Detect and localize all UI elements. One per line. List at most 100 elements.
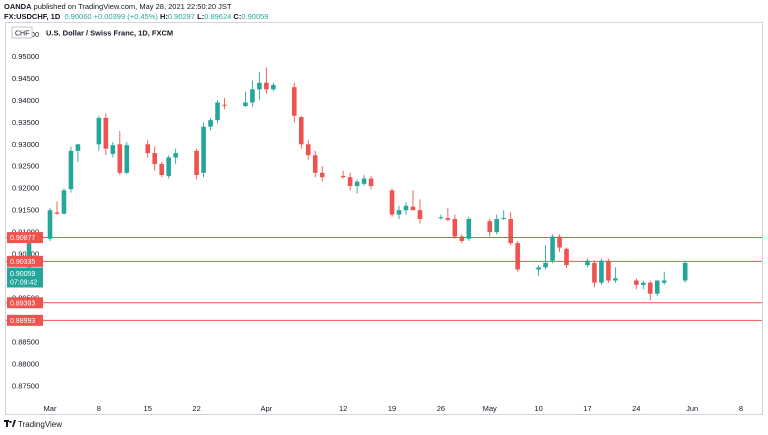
- candle: [536, 265, 541, 277]
- candle-body: [194, 150, 199, 176]
- candle-body: [124, 145, 130, 173]
- y-tick-label: 0.93500: [12, 118, 39, 127]
- y-tick-label: 0.94500: [12, 74, 39, 83]
- candle: [647, 280, 653, 301]
- candle: [312, 150, 318, 178]
- last-price-tag: [7, 267, 43, 288]
- candle: [654, 280, 660, 296]
- candle-body: [501, 218, 506, 220]
- candle-body: [361, 178, 367, 184]
- price-level-tag: [7, 255, 43, 267]
- candle: [396, 205, 402, 219]
- publisher-name[interactable]: OANDA: [4, 2, 32, 11]
- candle-body: [103, 117, 109, 149]
- candle: [682, 260, 688, 283]
- candle: [445, 207, 451, 222]
- candle-body: [312, 155, 318, 173]
- candle: [208, 117, 213, 131]
- candle: [354, 179, 360, 194]
- candle: [61, 188, 67, 215]
- candle-body: [606, 260, 611, 281]
- x-tick-label: 17: [583, 404, 591, 413]
- candle: [173, 148, 178, 165]
- high-value: 0.90297: [167, 12, 196, 21]
- y-tick-label: 0.94000: [12, 96, 39, 105]
- candle-body: [68, 150, 74, 190]
- candle: [641, 280, 646, 290]
- candle: [222, 98, 227, 110]
- x-tick-label: 8: [739, 404, 743, 413]
- candle-body: [445, 218, 451, 220]
- y-tick-label: 0.87500: [12, 381, 39, 390]
- candle: [361, 175, 367, 187]
- candle-body: [494, 218, 500, 233]
- candle: [243, 91, 248, 107]
- last-close-value: 0.90059: [241, 12, 269, 21]
- candle-body: [557, 236, 562, 248]
- candle-body: [641, 282, 646, 285]
- candle: [215, 100, 220, 124]
- candle-body: [166, 157, 171, 176]
- y-tick-label: 0.88000: [12, 359, 39, 368]
- candle-body: [410, 206, 416, 211]
- candle: [110, 142, 116, 158]
- candle: [75, 144, 81, 162]
- footer: TradingView: [4, 418, 304, 432]
- y-tick-label: 0.91500: [12, 206, 39, 215]
- candle-body: [201, 126, 206, 173]
- high-label: H:: [159, 12, 168, 21]
- candle: [68, 146, 74, 193]
- tradingview-brand[interactable]: TradingView: [18, 420, 63, 429]
- publish-info: published on TradingView.com, May 28, 20…: [31, 2, 232, 11]
- candle: [599, 258, 604, 285]
- tradingview-logo-icon[interactable]: [4, 419, 16, 429]
- change-value: +0.00399 (+0.45%): [93, 12, 158, 21]
- candle-body: [96, 117, 102, 145]
- candle-body: [292, 87, 297, 116]
- candle: [606, 258, 611, 283]
- candle: [550, 234, 555, 263]
- candle: [508, 212, 513, 246]
- candle: [410, 190, 416, 211]
- candle: [585, 258, 590, 268]
- ohlc-line: FX:USDCHF, 1D 0.90060 +0.00399 (+0.45%) …: [4, 12, 268, 21]
- candle: [117, 131, 123, 176]
- candle: [452, 214, 458, 239]
- candle: [305, 139, 311, 160]
- candle-body: [647, 282, 653, 294]
- candle: [159, 161, 164, 178]
- candlestick-chart[interactable]: 0.955000.950000.945000.940000.935000.930…: [6, 23, 762, 414]
- close-value: 0.90060: [64, 12, 92, 21]
- candle-body: [347, 177, 353, 187]
- candle: [459, 234, 465, 244]
- price-level-tag: [7, 314, 43, 326]
- countdown-timer: 07:09:42: [10, 279, 37, 286]
- candle: [340, 170, 346, 179]
- candle-body: [564, 248, 569, 266]
- x-tick-label: 26: [437, 404, 445, 413]
- candle-body: [145, 144, 151, 154]
- candle: [403, 202, 409, 215]
- x-tick-label: Mar: [44, 404, 57, 413]
- x-tick-label: 19: [388, 404, 396, 413]
- chart-frame[interactable]: 0.955000.950000.945000.940000.935000.930…: [5, 22, 763, 415]
- candle-body: [319, 172, 325, 178]
- candle: [292, 82, 297, 123]
- price-level-tag: [7, 232, 43, 244]
- candle: [557, 234, 562, 252]
- last-price-value: 0.90059: [10, 271, 35, 278]
- candle: [515, 240, 520, 272]
- candle: [634, 278, 639, 290]
- candle-body: [117, 144, 123, 173]
- candle-body: [389, 190, 395, 215]
- candle-body: [257, 82, 262, 90]
- candle: [124, 142, 130, 175]
- candle-body: [61, 190, 67, 214]
- candle-body: [661, 280, 667, 283]
- candle-body: [543, 262, 548, 268]
- candle: [564, 247, 569, 269]
- price-level-value: 0.88993: [10, 318, 35, 325]
- candle-body: [173, 153, 178, 158]
- candle: [347, 172, 353, 191]
- candle-body: [417, 210, 423, 219]
